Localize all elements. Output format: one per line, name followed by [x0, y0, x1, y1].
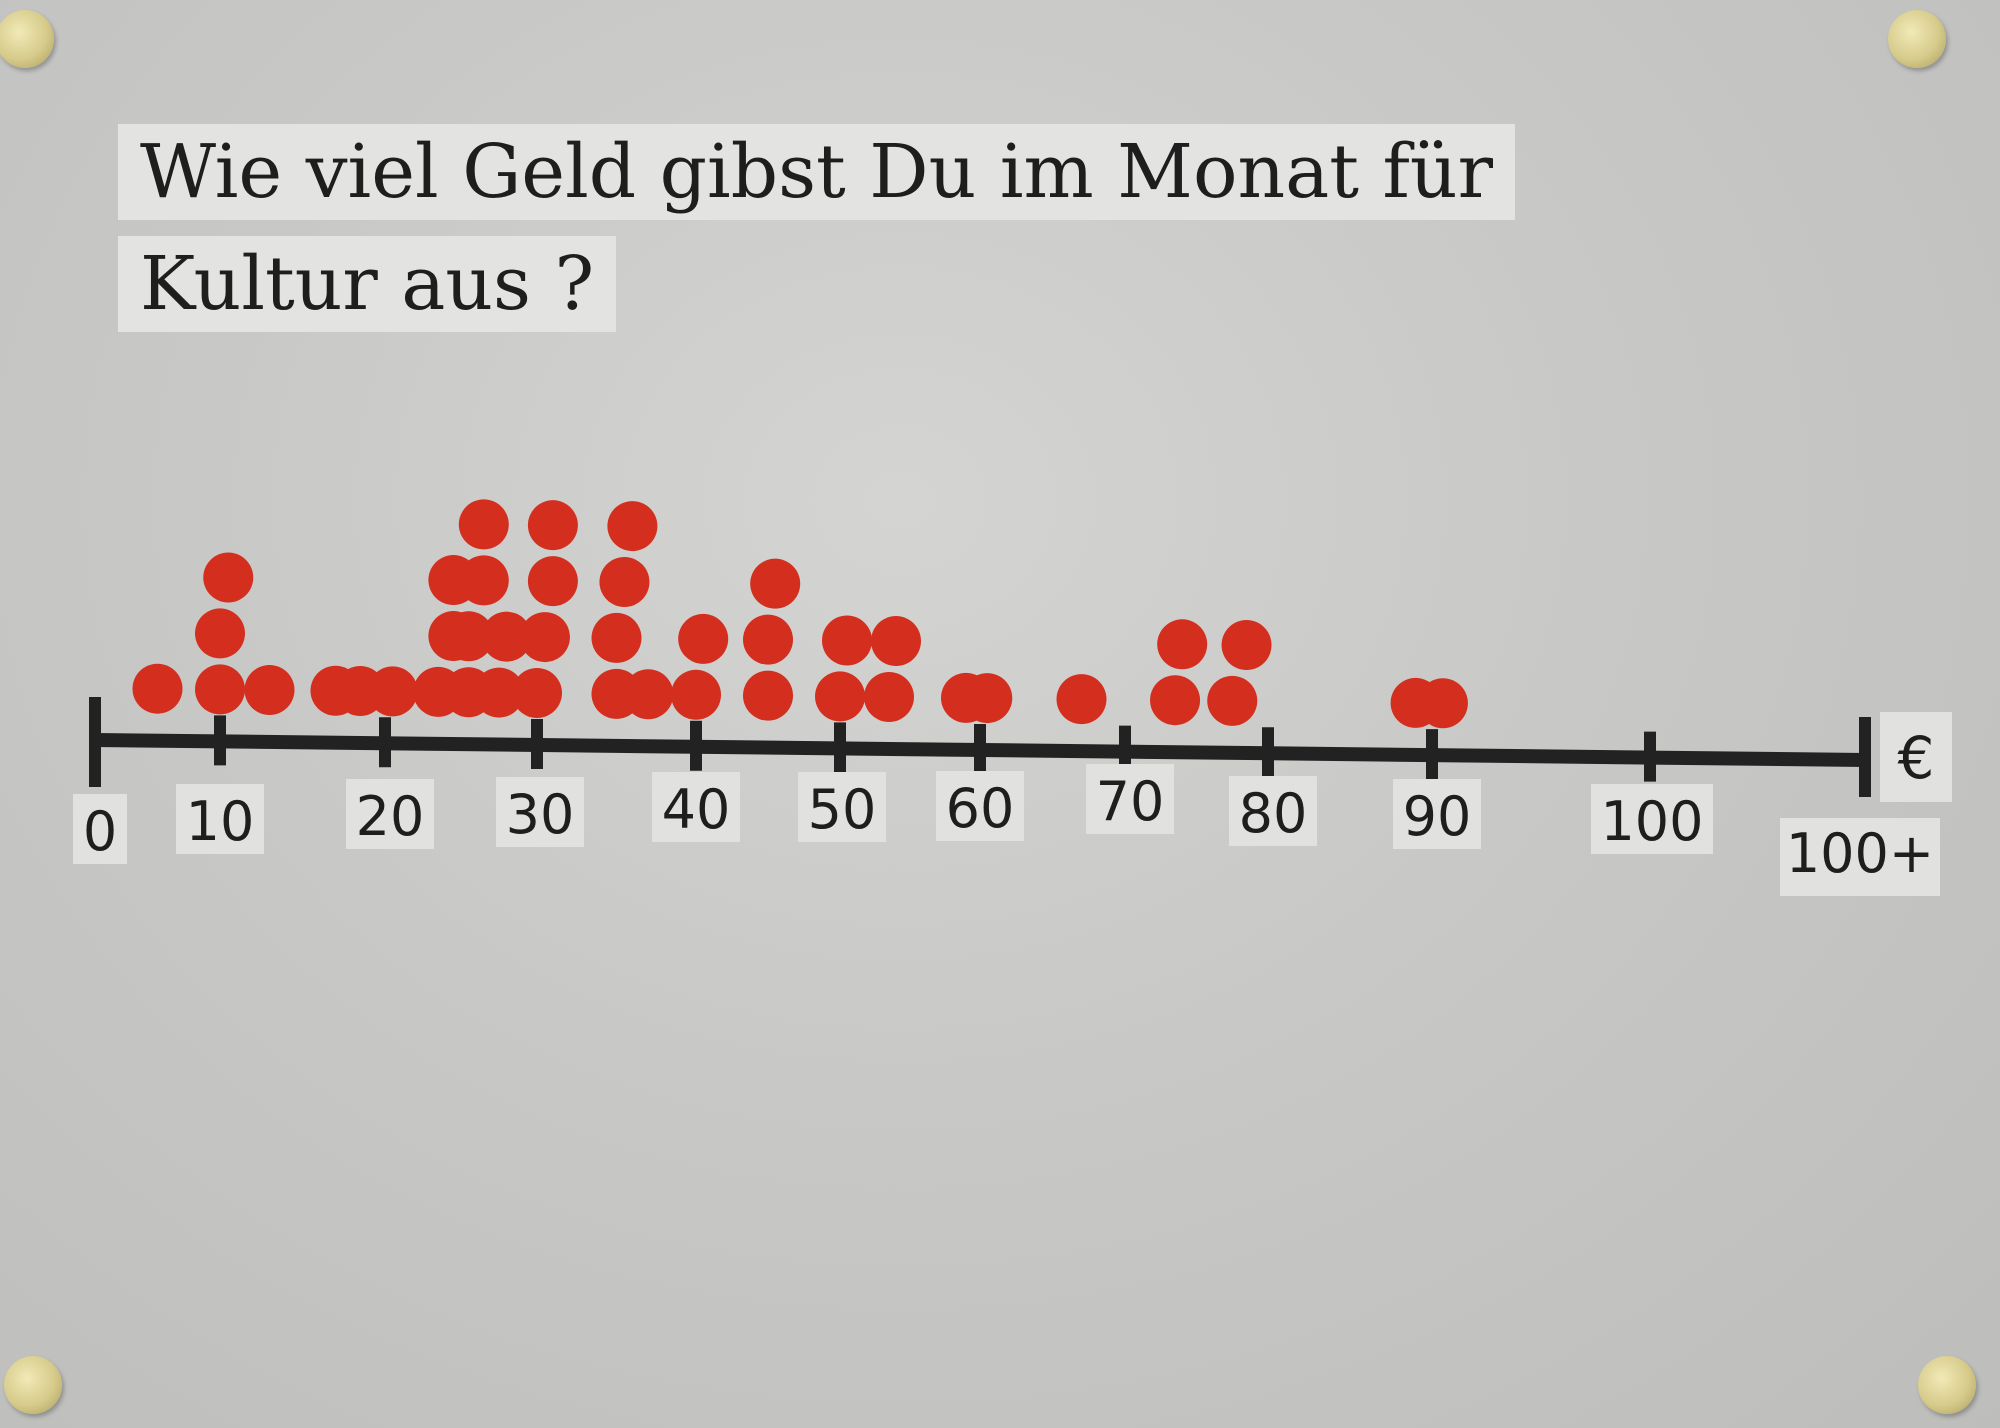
tick-label-background [1591, 784, 1713, 854]
data-point [1157, 619, 1208, 670]
data-point [443, 611, 494, 662]
tick-label: 90 [1403, 785, 1472, 848]
tick-label: 40 [662, 778, 731, 841]
chart-title: Wie viel Geld gibst Du im Monat für [118, 124, 1515, 220]
overflow-label-background [1780, 818, 1940, 896]
data-point [527, 500, 578, 551]
tick-labels: 0 10 20 30 40 50 60 70 80 90 100 €100+ [73, 712, 1952, 896]
tick-label: 10 [186, 790, 255, 853]
tick-label: 50 [808, 778, 877, 841]
data-point [195, 664, 245, 715]
unit-label-background [1880, 712, 1952, 802]
data-point [244, 664, 295, 715]
data-point [527, 556, 578, 607]
data-point [671, 669, 721, 720]
tick-label-background [1229, 776, 1317, 846]
tick-label-background [1086, 764, 1174, 834]
data-point [519, 612, 570, 663]
tick-label: 60 [946, 777, 1015, 840]
data-point [591, 612, 642, 663]
data-point [678, 613, 729, 664]
data-point [962, 673, 1013, 724]
data-point [1221, 620, 1272, 671]
unit-label: € [1898, 724, 1935, 792]
data-points [132, 499, 1468, 729]
data-point [512, 667, 562, 718]
thumbtack-icon [1888, 10, 1946, 68]
data-point [132, 663, 183, 714]
tick-label-background [936, 771, 1024, 841]
x-axis [89, 697, 1871, 797]
data-point [1056, 674, 1107, 725]
data-point [367, 666, 418, 717]
overflow-label: 100+ [1786, 822, 1934, 885]
thumbtack-icon [4, 1356, 62, 1414]
data-point [750, 558, 801, 609]
data-point [864, 671, 914, 722]
tick-label-background [798, 772, 886, 842]
data-point [481, 611, 532, 662]
data-point [743, 614, 793, 665]
tick-label: 100 [1600, 790, 1703, 853]
data-point [743, 670, 793, 721]
tick-label-background [496, 777, 584, 847]
data-point [822, 615, 872, 666]
chart-title-line-2: Kultur aus ? [118, 236, 617, 332]
data-point [815, 671, 865, 722]
tick-label: 80 [1239, 782, 1308, 845]
data-point [623, 669, 674, 720]
tick-label-background [176, 784, 264, 854]
tick-label-background [346, 779, 434, 849]
data-point [203, 552, 254, 603]
data-point [1417, 678, 1468, 729]
data-point [195, 608, 245, 659]
tick-label-background [73, 794, 127, 864]
thumbtack-icon [1918, 1356, 1976, 1414]
data-point [599, 556, 650, 607]
thumbtack-icon [0, 10, 54, 68]
data-point [607, 501, 658, 552]
data-point [1207, 675, 1258, 726]
data-point [871, 616, 921, 667]
tick-label: 30 [506, 783, 575, 846]
data-point [458, 555, 509, 606]
data-point [458, 499, 509, 550]
tick-label: 20 [356, 785, 425, 848]
data-point [1150, 675, 1201, 726]
tick-label-background [1393, 779, 1481, 849]
tick-label: 0 [83, 800, 117, 863]
tick-label: 70 [1096, 770, 1165, 833]
data-point [474, 667, 524, 718]
tick-label-background [652, 772, 740, 842]
